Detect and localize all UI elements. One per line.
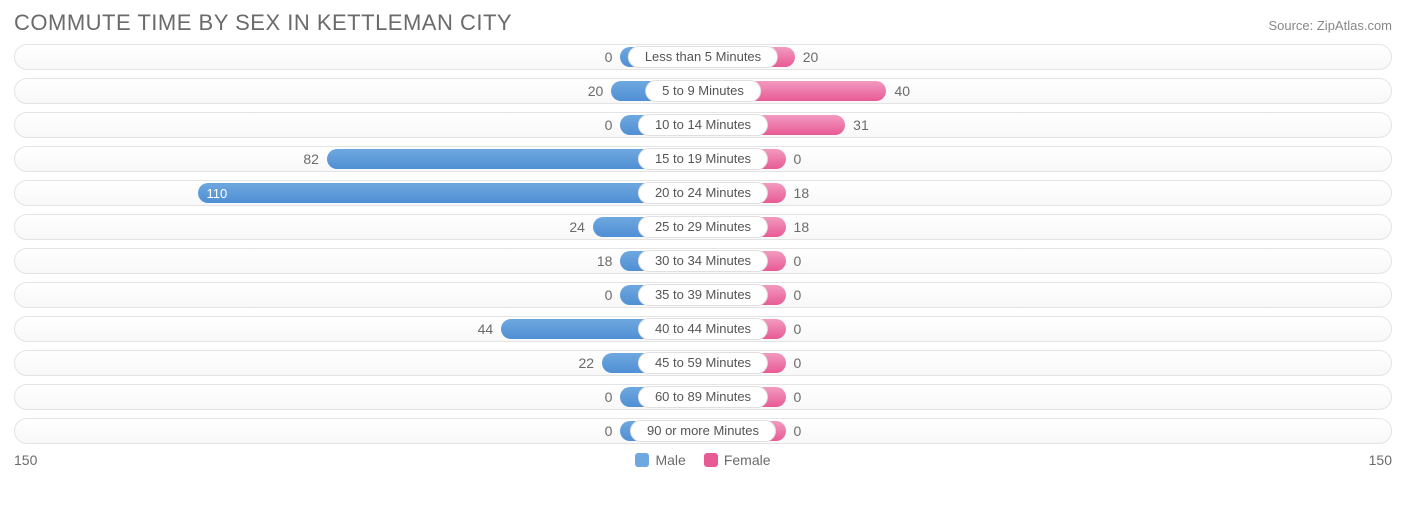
category-label: 30 to 34 Minutes — [638, 250, 768, 272]
male-value: 22 — [579, 355, 595, 371]
female-value: 0 — [794, 321, 802, 337]
male-half: 20 — [15, 81, 703, 101]
chart-row: 0 31 10 to 14 Minutes — [14, 112, 1392, 138]
female-half: 40 — [703, 81, 1391, 101]
chart-row: 24 18 25 to 29 Minutes — [14, 214, 1392, 240]
category-label: 5 to 9 Minutes — [645, 80, 761, 102]
legend-label-female: Female — [724, 452, 771, 468]
female-half: 0 — [703, 285, 1391, 305]
male-value: 0 — [605, 389, 613, 405]
female-half: 31 — [703, 115, 1391, 135]
category-label: 20 to 24 Minutes — [638, 182, 768, 204]
legend-item-female: Female — [704, 452, 771, 468]
female-value: 20 — [803, 49, 819, 65]
male-value: 0 — [605, 423, 613, 439]
male-value: 0 — [605, 287, 613, 303]
female-value: 0 — [794, 423, 802, 439]
chart-row: 0 0 90 or more Minutes — [14, 418, 1392, 444]
chart-row: 18 0 30 to 34 Minutes — [14, 248, 1392, 274]
category-label: 25 to 29 Minutes — [638, 216, 768, 238]
chart-title: COMMUTE TIME BY SEX IN KETTLEMAN CITY — [14, 10, 512, 36]
category-label: 40 to 44 Minutes — [638, 318, 768, 340]
chart-footer: 150 Male Female 150 — [14, 452, 1392, 468]
male-value: 20 — [588, 83, 604, 99]
female-half: 0 — [703, 421, 1391, 441]
category-label: 90 or more Minutes — [630, 420, 776, 442]
male-half: 24 — [15, 217, 703, 237]
male-value: 0 — [605, 49, 613, 65]
chart-row: 44 0 40 to 44 Minutes — [14, 316, 1392, 342]
female-half: 0 — [703, 353, 1391, 373]
male-half: 0 — [15, 285, 703, 305]
category-label: 35 to 39 Minutes — [638, 284, 768, 306]
category-label: Less than 5 Minutes — [628, 46, 778, 68]
male-value: 18 — [597, 253, 613, 269]
category-label: 45 to 59 Minutes — [638, 352, 768, 374]
male-half: 18 — [15, 251, 703, 271]
male-half: 0 — [15, 47, 703, 67]
female-half: 0 — [703, 387, 1391, 407]
swatch-female-icon — [704, 453, 718, 467]
female-value: 0 — [794, 355, 802, 371]
chart-source: Source: ZipAtlas.com — [1268, 18, 1392, 33]
chart-row: 20 40 5 to 9 Minutes — [14, 78, 1392, 104]
chart-header: COMMUTE TIME BY SEX IN KETTLEMAN CITY So… — [14, 10, 1392, 36]
male-half: 0 — [15, 115, 703, 135]
chart-row: 110 18 20 to 24 Minutes — [14, 180, 1392, 206]
chart-row: 0 0 60 to 89 Minutes — [14, 384, 1392, 410]
female-value: 18 — [794, 219, 810, 235]
category-label: 15 to 19 Minutes — [638, 148, 768, 170]
female-value: 40 — [894, 83, 910, 99]
female-value: 0 — [794, 287, 802, 303]
male-half: 0 — [15, 387, 703, 407]
chart-row: 22 0 45 to 59 Minutes — [14, 350, 1392, 376]
legend-item-male: Male — [635, 452, 685, 468]
legend-label-male: Male — [655, 452, 685, 468]
female-half: 0 — [703, 251, 1391, 271]
chart-row: 0 0 35 to 39 Minutes — [14, 282, 1392, 308]
male-value: 0 — [605, 117, 613, 133]
male-value: 24 — [569, 219, 585, 235]
female-value: 0 — [794, 151, 802, 167]
male-value: 44 — [478, 321, 494, 337]
female-half: 0 — [703, 149, 1391, 169]
female-half: 18 — [703, 217, 1391, 237]
male-half: 0 — [15, 421, 703, 441]
female-value: 18 — [794, 185, 810, 201]
male-half: 110 — [15, 183, 703, 203]
chart-row: 0 20 Less than 5 Minutes — [14, 44, 1392, 70]
male-bar: 110 — [198, 183, 703, 203]
category-label: 10 to 14 Minutes — [638, 114, 768, 136]
female-value: 0 — [794, 253, 802, 269]
male-half: 82 — [15, 149, 703, 169]
male-value: 82 — [303, 151, 319, 167]
axis-max-left: 150 — [14, 452, 37, 468]
swatch-male-icon — [635, 453, 649, 467]
female-value: 0 — [794, 389, 802, 405]
diverging-bar-chart: 0 20 Less than 5 Minutes 20 40 5 to 9 Minutes… — [14, 44, 1392, 444]
female-value: 31 — [853, 117, 869, 133]
axis-max-right: 150 — [1369, 452, 1392, 468]
category-label: 60 to 89 Minutes — [638, 386, 768, 408]
chart-row: 82 0 15 to 19 Minutes — [14, 146, 1392, 172]
legend: Male Female — [37, 452, 1368, 468]
male-half: 44 — [15, 319, 703, 339]
female-half: 18 — [703, 183, 1391, 203]
female-half: 20 — [703, 47, 1391, 67]
male-half: 22 — [15, 353, 703, 373]
female-half: 0 — [703, 319, 1391, 339]
